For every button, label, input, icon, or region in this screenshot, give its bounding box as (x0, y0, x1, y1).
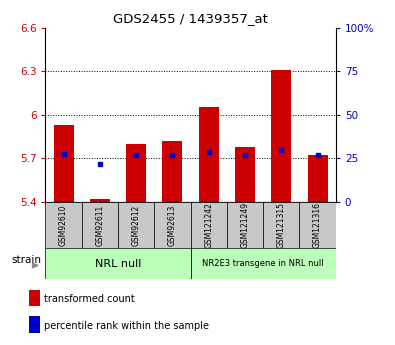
Bar (29, 290, 40, 306)
Bar (45, 248, 190, 279)
Text: GSM92611: GSM92611 (95, 205, 104, 246)
Text: GSM92610: GSM92610 (59, 205, 68, 246)
Bar (271, 70, 291, 202)
Bar (54, 125, 73, 202)
Text: GSM121242: GSM121242 (204, 202, 213, 248)
Bar (118, 202, 154, 248)
Bar (90, 199, 110, 202)
Text: percentile rank within the sample: percentile rank within the sample (44, 321, 209, 331)
Bar (235, 147, 255, 202)
Bar (190, 202, 227, 248)
Text: strain: strain (11, 255, 41, 265)
Text: NR2E3 transgene in NRL null: NR2E3 transgene in NRL null (202, 259, 324, 268)
Text: NRL null: NRL null (95, 259, 141, 269)
Bar (126, 144, 146, 202)
Bar (299, 202, 336, 248)
Bar (29, 316, 40, 333)
Text: GSM121316: GSM121316 (313, 202, 322, 248)
Text: transformed count: transformed count (44, 294, 135, 304)
Text: GSM92612: GSM92612 (132, 205, 141, 246)
Bar (82, 202, 118, 248)
Bar (308, 155, 327, 202)
Title: GDS2455 / 1439357_at: GDS2455 / 1439357_at (113, 12, 268, 25)
Bar (190, 248, 336, 279)
Text: GSM92613: GSM92613 (168, 205, 177, 246)
Text: GSM121315: GSM121315 (277, 202, 286, 248)
Bar (162, 141, 182, 202)
Text: GSM121249: GSM121249 (241, 202, 250, 248)
Bar (199, 107, 219, 202)
Bar (227, 202, 263, 248)
Bar (45, 202, 82, 248)
Bar (263, 202, 299, 248)
Bar (154, 202, 191, 248)
